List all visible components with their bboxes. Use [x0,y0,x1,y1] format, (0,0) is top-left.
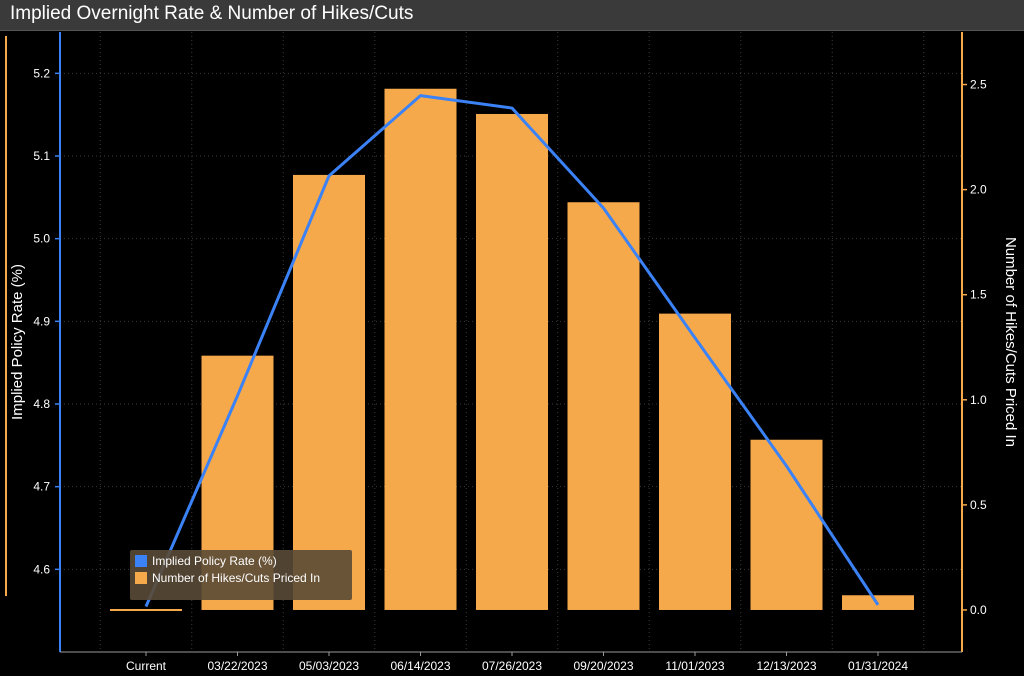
left-axis-tick-label: 5.0 [33,232,50,246]
bar [476,113,548,610]
x-axis-tick-label: 11/01/2023 [665,659,724,673]
line-series-implied-rate [144,94,880,608]
legend-swatch [135,572,147,584]
left-axis-tick-label: 4.6 [33,562,50,576]
left-axis-tick-label: 5.1 [33,149,50,163]
left-axis-title: Implied Policy Rate (%) [9,264,26,420]
left-axis-tick-label: 4.8 [33,397,50,411]
right-axis-tick-label: 1.5 [970,288,987,302]
legend-entry-label: Implied Policy Rate (%) [152,554,277,568]
x-axis-tick-label: 12/13/2023 [756,659,816,673]
x-axis-tick-label: 05/03/2023 [299,659,359,673]
right-axis-tick-label: 0.0 [970,603,987,617]
x-axis-tick-label: Current [126,659,167,673]
chart-title: Implied Overnight Rate & Number of Hikes… [10,3,414,24]
left-axis-tick-label: 4.9 [33,314,50,328]
right-axis-title: Number of Hikes/Cuts Priced In [1002,237,1019,447]
bar [659,313,731,610]
x-axis-tick-label: 09/20/2023 [573,659,633,673]
legend-swatch [135,555,147,567]
title-bar: Implied Overnight Rate & Number of Hikes… [0,0,1024,31]
bar [384,88,457,610]
left-axis-tick-label: 5.2 [33,66,50,80]
x-axis-tick-label: 07/26/2023 [482,659,542,673]
right-axis-tick-label: 2.5 [970,78,987,92]
right-axis-tick-label: 0.5 [970,498,987,512]
x-axis-tick-label: 06/14/2023 [390,659,450,673]
legend-entry-label: Number of Hikes/Cuts Priced In [152,571,320,585]
right-axis-tick-label: 1.0 [970,393,987,407]
bar [293,174,365,610]
legend-box [130,550,352,600]
bar [567,202,640,610]
left-axis-tick-label: 4.7 [33,480,50,494]
legend: Implied Policy Rate (%) Number of Hikes/C… [130,550,352,600]
right-axis-tick-label: 2.0 [970,183,987,197]
x-axis-tick-label: 03/22/2023 [207,659,267,673]
x-axis-tick-label: 01/31/2024 [848,659,908,673]
